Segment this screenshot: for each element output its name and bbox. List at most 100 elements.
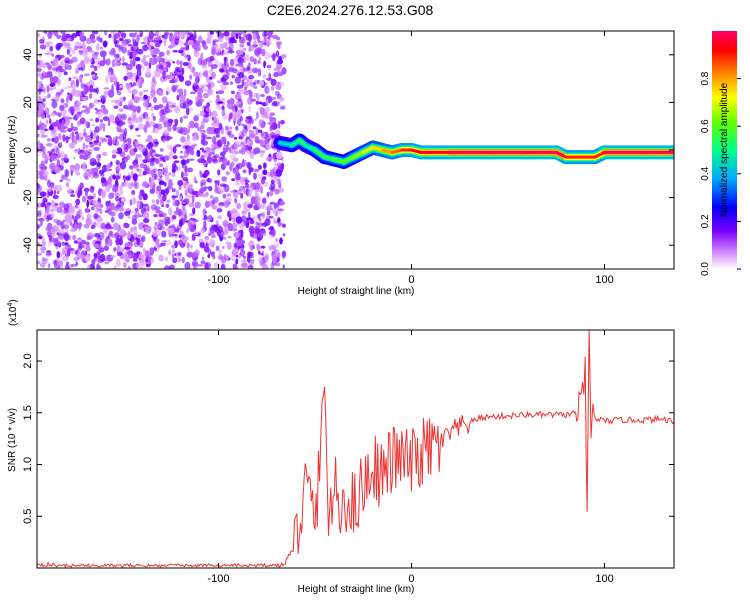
noise-cell <box>131 197 137 205</box>
noise-cell <box>44 153 51 161</box>
noise-cell <box>258 173 264 180</box>
noise-cell <box>63 203 70 212</box>
noise-cell <box>269 233 273 240</box>
noise-cell <box>37 59 41 66</box>
noise-cell <box>168 45 173 49</box>
noise-cell <box>120 113 127 121</box>
noise-cell <box>239 43 245 48</box>
noise-cell <box>137 57 141 61</box>
noise-cell <box>132 58 136 67</box>
noise-cell <box>102 151 108 157</box>
noise-cell <box>181 67 185 75</box>
noise-cell <box>158 170 163 177</box>
noise-cell <box>51 100 58 109</box>
noise-cell <box>155 209 161 214</box>
noise-cell <box>137 123 145 130</box>
noise-cell <box>254 79 259 85</box>
noise-cell <box>99 37 103 43</box>
noise-cell <box>257 214 261 219</box>
noise-cell <box>232 263 238 269</box>
noise-cell <box>137 234 141 238</box>
noise-cell <box>48 240 51 247</box>
noise-cell <box>155 157 160 165</box>
noise-cell <box>133 228 138 236</box>
noise-cell <box>266 86 270 94</box>
noise-cell <box>143 36 148 45</box>
noise-cell <box>59 104 65 112</box>
noise-cell <box>208 152 212 158</box>
noise-cell <box>139 33 143 38</box>
spectrogram-panel: -100 0 100 -40 -20 0 20 40 Height of straight l… <box>7 30 741 297</box>
noise-cell <box>179 156 186 159</box>
noise-cell <box>178 185 182 191</box>
noise-cell <box>115 173 122 176</box>
noise-cell <box>61 247 65 251</box>
noise-cell <box>89 102 93 110</box>
noise-cell <box>41 145 46 154</box>
noise-cell <box>46 85 50 93</box>
noise-cell <box>245 54 250 62</box>
noise-cell <box>108 230 113 235</box>
noise-cell <box>255 127 259 136</box>
noise-cell <box>94 233 100 238</box>
noise-cell <box>265 143 272 149</box>
noise-cell <box>163 155 168 161</box>
noise-cell <box>46 208 51 216</box>
noise-cell <box>186 251 193 258</box>
noise-cell <box>179 230 184 236</box>
noise-cell <box>40 246 45 254</box>
noise-cell <box>183 164 187 171</box>
noise-cell <box>282 264 285 269</box>
noise-cell <box>240 263 244 267</box>
noise-cell <box>177 88 184 94</box>
noise-cell <box>129 99 134 105</box>
noise-cell <box>141 58 147 64</box>
noise-cell <box>168 34 175 43</box>
noise-cell <box>142 211 150 219</box>
noise-cell <box>275 168 283 177</box>
noise-cell <box>93 140 99 144</box>
noise-cell <box>193 232 199 236</box>
noise-cell <box>278 187 284 193</box>
noise-cell <box>256 189 261 193</box>
noise-cell <box>238 110 242 117</box>
noise-cell <box>121 142 127 150</box>
noise-cell <box>202 208 207 217</box>
noise-cell <box>52 85 57 90</box>
noise-cell <box>144 55 151 58</box>
noise-cell <box>97 99 104 103</box>
noise-cell <box>252 126 257 130</box>
noise-cell <box>141 64 145 72</box>
noise-cell <box>235 105 238 113</box>
noise-cell <box>67 190 71 195</box>
noise-cell <box>103 228 108 233</box>
noise-cell <box>242 169 247 174</box>
noise-cell <box>165 174 170 182</box>
noise-cell <box>114 136 120 140</box>
noise-cell <box>191 195 195 204</box>
noise-cell <box>182 177 189 182</box>
noise-cell <box>57 152 62 159</box>
noise-cell <box>39 98 43 102</box>
noise-cell <box>92 192 97 199</box>
noise-cell <box>175 84 179 90</box>
noise-cell <box>101 137 108 142</box>
noise-cell <box>262 169 268 176</box>
noise-cell <box>138 193 143 201</box>
noise-cell <box>65 214 72 223</box>
noise-cell <box>79 117 86 125</box>
noise-cell <box>281 250 287 259</box>
noise-cell <box>150 178 155 186</box>
noise-cell <box>81 105 87 108</box>
noise-cell <box>253 40 257 46</box>
noise-cell <box>178 49 184 54</box>
noise-cell <box>243 90 250 96</box>
noise-cell <box>46 71 53 78</box>
noise-cell <box>53 136 59 144</box>
noise-cell <box>177 257 181 263</box>
noise-cell <box>149 162 155 167</box>
noise-cell <box>238 72 245 79</box>
noise-cell <box>63 86 69 90</box>
noise-cell <box>47 202 51 206</box>
noise-cell <box>182 101 190 109</box>
